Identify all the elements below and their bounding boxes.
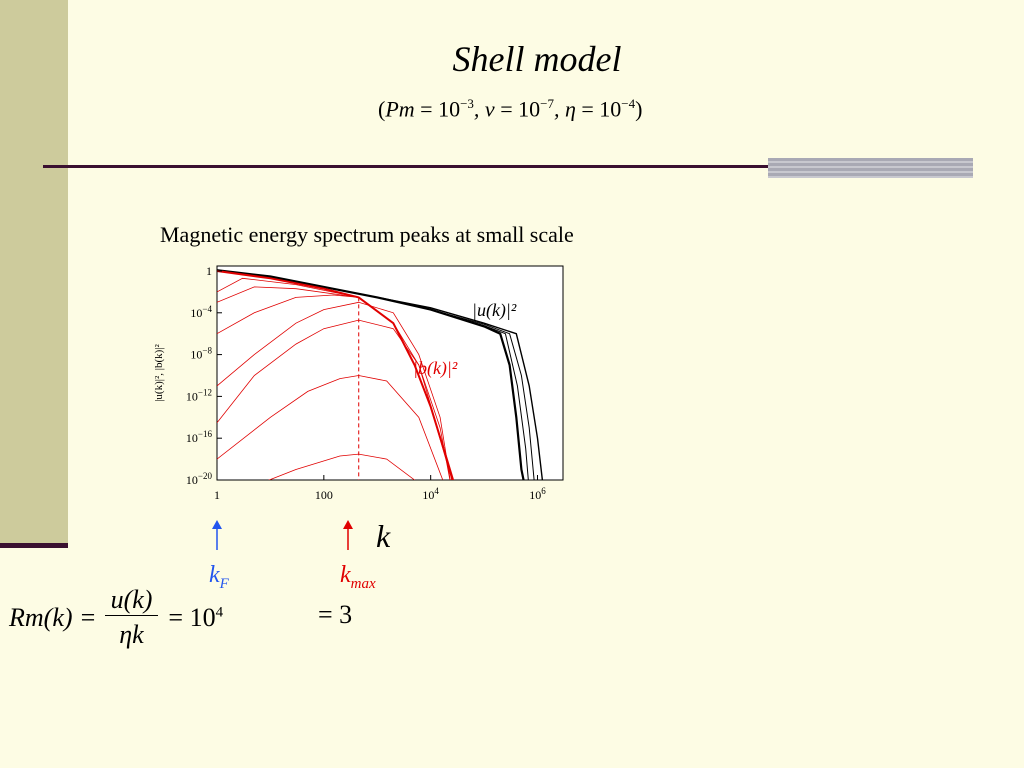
series-line-11 <box>217 277 453 480</box>
parameter-line: (Pm = 10−3, ν = 10−7, η = 10−4) <box>378 96 642 122</box>
sidebar-rule <box>0 543 68 548</box>
pm-symbol: Pm <box>385 96 415 122</box>
horizontal-rule <box>43 165 773 168</box>
equation-table: Rm(k) = u(k) = 104 ηk <box>8 585 224 650</box>
x-tick-label-3: 106 <box>529 486 546 502</box>
equation-numerator: u(k) <box>104 585 159 616</box>
eta-symbol: , η <box>553 96 576 122</box>
plot-frame <box>216 265 564 481</box>
y-tick-label-4: 10−16 <box>186 429 213 445</box>
params-open: ( <box>378 96 386 122</box>
nu-exp: −7 <box>540 96 554 111</box>
kF-sub: F <box>219 575 229 592</box>
pm-exp: −3 <box>460 96 474 111</box>
series-line-6 <box>217 375 444 480</box>
kmax-sub: max <box>350 575 376 592</box>
k-axis-label: k <box>376 518 391 554</box>
eta-eq: = 10 <box>575 96 622 122</box>
pm-eq: = 10 <box>414 96 461 122</box>
equation-lhs: Rm(k) = <box>9 602 97 632</box>
kmax-base: k <box>340 562 351 588</box>
kF-arrow-icon <box>212 520 222 550</box>
grey-decor-bar <box>768 158 973 178</box>
y-tick-label-2: 10−8 <box>190 346 212 362</box>
rhs1-base: = 10 <box>168 602 216 632</box>
kmax-label: kmax <box>340 562 376 593</box>
nu-symbol: , ν <box>473 96 495 122</box>
spectrum-chart: 1 100 104 106 1 10−4 10−8 10−12 10−16 10−20 |u(k)|… <box>153 264 564 502</box>
params-close: ) <box>635 96 643 122</box>
equation-rhs2: = 3 <box>318 600 353 629</box>
u-spectrum-label: |u(k)|² <box>472 300 517 321</box>
x-tick-label-1: 100 <box>315 488 333 502</box>
chart-caption: Magnetic energy spectrum peaks at small … <box>160 222 574 247</box>
y-tick-label-1: 10−4 <box>190 304 212 320</box>
series-line-3 <box>217 269 544 480</box>
equation-denominator: ηk <box>119 620 144 649</box>
series-line-7 <box>268 453 416 480</box>
rm-equation: Rm(k) = u(k) = 104 ηk <box>8 585 224 650</box>
eta-exp: −4 <box>621 96 636 111</box>
equation-rhs1: = 104 <box>158 585 224 650</box>
y-tick-label-0: 1 <box>206 264 212 278</box>
rhs1-exp: 4 <box>215 603 224 620</box>
kmax-arrow-icon <box>343 520 353 550</box>
slide-title: Shell model <box>452 39 622 79</box>
x-tick-label-2: 104 <box>422 486 439 502</box>
y-tick-label-5: 10−20 <box>186 471 213 487</box>
sidebar-band <box>0 0 68 548</box>
kF-base: k <box>209 562 220 588</box>
x-tick-label-0: 1 <box>214 488 220 502</box>
kF-label: kF <box>209 562 229 593</box>
nu-eq: = 10 <box>494 96 541 122</box>
y-tick-label-3: 10−12 <box>186 387 212 403</box>
y-axis-label: |u(k)|², |b(k)|² <box>153 344 165 402</box>
series-line-5 <box>217 319 451 480</box>
b-spectrum-label: |b(k)|² <box>413 358 458 379</box>
series-line-8 <box>217 301 451 480</box>
